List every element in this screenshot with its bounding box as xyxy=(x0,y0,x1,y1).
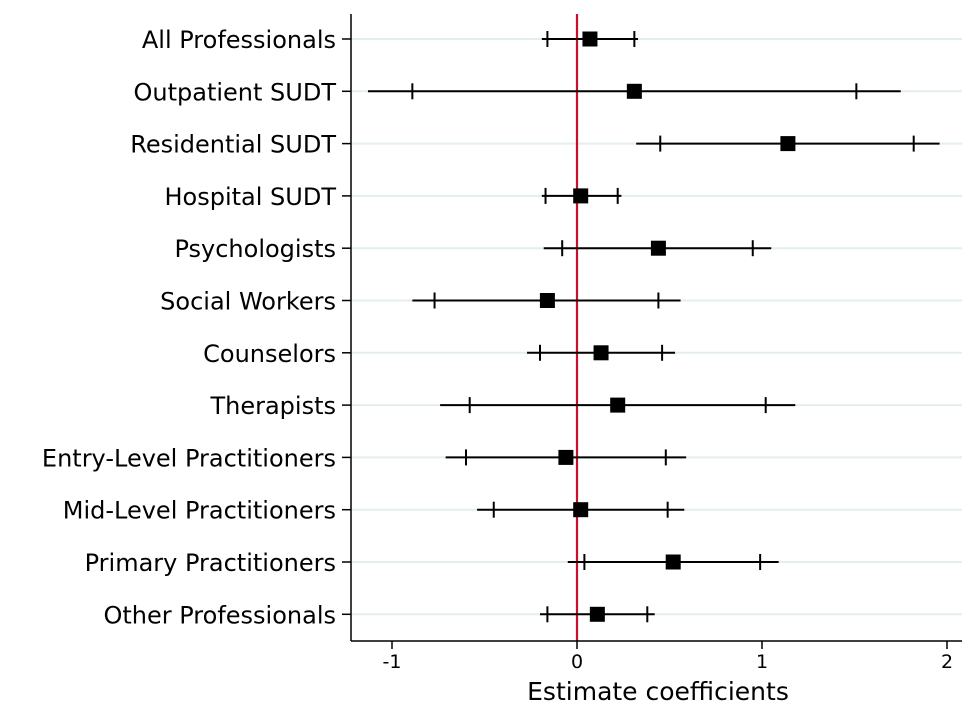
estimate-marker xyxy=(573,188,589,204)
estimate-marker xyxy=(582,31,598,47)
estimate-marker xyxy=(589,606,605,622)
category-label: Counselors xyxy=(203,340,336,368)
category-label: Mid-Level Practitioners xyxy=(63,497,336,525)
category-label: Social Workers xyxy=(160,288,336,316)
x-tick-label: 0 xyxy=(571,651,583,673)
estimate-marker xyxy=(558,449,574,465)
estimate-markers xyxy=(539,31,796,622)
estimate-marker xyxy=(626,83,642,99)
estimate-marker xyxy=(650,240,666,256)
category-label: All Professionals xyxy=(142,26,336,54)
x-tick-label: 2 xyxy=(941,651,953,673)
confidence-intervals xyxy=(367,31,940,623)
category-label: Outpatient SUDT xyxy=(134,78,337,106)
category-label: Psychologists xyxy=(174,235,336,263)
category-label: Other Professionals xyxy=(103,601,336,629)
category-label: Residential SUDT xyxy=(130,131,336,159)
x-tick-label: -1 xyxy=(383,651,402,673)
estimate-marker xyxy=(610,397,626,413)
estimate-marker xyxy=(665,554,681,570)
y-ticks: All Professionals Outpatient SUDT Resident… xyxy=(42,26,351,629)
category-label: Therapists xyxy=(209,392,336,420)
x-axis-title: Estimate coefficients xyxy=(527,677,789,703)
grid-lines xyxy=(351,38,962,616)
estimate-marker xyxy=(573,502,589,518)
estimate-marker xyxy=(593,345,609,361)
category-label: Primary Practitioners xyxy=(85,549,336,577)
x-tick-label: 1 xyxy=(756,651,768,673)
category-label: Entry-Level Practitioners xyxy=(42,444,336,472)
category-label: Hospital SUDT xyxy=(165,183,337,211)
estimate-marker xyxy=(539,293,555,308)
x-ticks: -1 0 1 2 xyxy=(383,641,953,673)
estimate-marker xyxy=(780,136,796,152)
